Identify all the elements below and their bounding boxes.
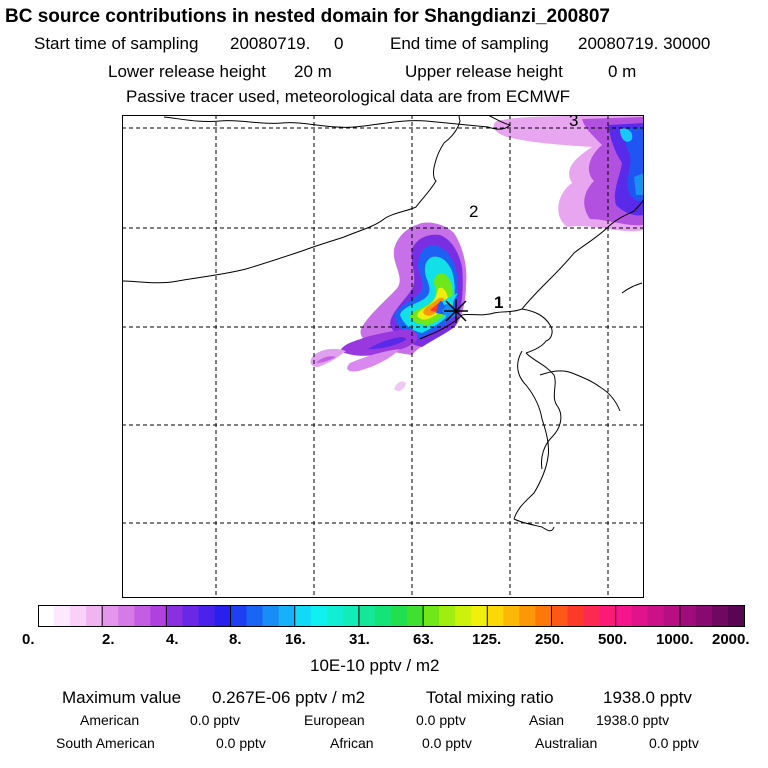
colorbar-cell [246,605,264,627]
colorbar-cell [471,605,488,627]
total-mixing-label: Total mixing ratio [426,688,554,707]
colorbar-cell [54,605,71,627]
colorbar-cell [150,605,167,627]
colorbar-cell [551,605,569,627]
colorbar-cell [198,605,216,627]
region-value-australian: 0.0 pptv [649,735,699,751]
colorbar-cell [407,605,424,627]
colorbar-cell [214,605,232,627]
map-panel: 1 2 3 [122,115,644,598]
upper-height-value: 0 m [608,62,637,81]
colorbar-cell [647,605,665,627]
colorbar-dividers [101,605,681,627]
colorbar-cell [663,605,681,627]
region-label-3: 3 [569,115,578,130]
colorbar-tick-2: 4. [166,631,179,648]
colorbar-cell [374,605,392,627]
total-mixing-value: 1938.0 pptv [603,688,692,707]
colorbar-cell [679,605,697,627]
colorbar-cell [182,605,200,627]
region-name-african: African [330,735,374,751]
start-time-label: Start time of sampling [34,34,199,53]
start-time-value: 20080719. 0 [230,34,344,53]
coastline-lines [122,115,644,532]
colorbar-cell [583,605,601,627]
colorbar-tick-8: 250. [535,631,565,648]
colorbar-cell [342,605,360,627]
colorbar-cell [310,605,328,627]
colorbar-tick-3: 8. [229,631,242,648]
colorbar-unit: 10E-10 pptv / m2 [310,656,440,675]
colorbar-tick-5: 31. [349,631,370,648]
colorbar-cell [391,605,408,627]
colorbar-cell [727,605,745,627]
colorbar-tick-11: 2000. [712,631,750,648]
region-value-american: 0.0 pptv [190,712,240,728]
colorbar-tick-0: 0. [22,631,35,648]
colorbar-tick-9: 500. [598,631,628,648]
region-value-african: 0.0 pptv [422,735,472,751]
colorbar-cell [631,605,649,627]
colorbar-cell [294,605,312,627]
colorbar-cell [230,605,248,627]
concentration-field [310,115,644,391]
colorbar-cell [695,605,713,627]
colorbar-cell [567,605,585,627]
colorbar-cell [262,605,280,627]
colorbar-cell [439,605,456,627]
colorbar-cell [615,605,633,627]
colorbar-cell [535,605,553,627]
region-name-asian: Asian [529,712,565,728]
max-value: 0.267E-06 pptv / m2 [212,688,366,707]
colorbar-cell [102,605,119,627]
colorbar-cell [326,605,344,627]
lower-height-value: 20 m [294,62,332,81]
colorbar-cells [38,605,745,627]
end-time-value: 20080719. 30000 [578,34,711,53]
end-time-label: End time of sampling [390,34,549,53]
colorbar-cell [86,605,103,627]
tracer-note: Passive tracer used, meteorological data… [126,87,571,106]
colorbar-cell [711,605,729,627]
region-label-1: 1 [494,293,503,312]
colorbar-cell [455,605,472,627]
colorbar-tick-10: 1000. [656,631,694,648]
chart-title: BC source contributions in nested domain… [5,6,610,27]
region-name-south-american: South American [56,735,155,751]
region-name-american: American [80,712,140,728]
colorbar-cell [599,605,617,627]
region-value-south-american: 0.0 pptv [216,735,266,751]
grid-lines [122,115,644,598]
colorbar-cell [38,605,55,627]
region-value-asian: 1938.0 pptv [596,712,670,728]
colorbar-tick-4: 16. [285,631,306,648]
colorbar-cell [166,605,184,627]
max-value-label: Maximum value [62,688,182,707]
colorbar-cell [118,605,135,627]
region-label-2: 2 [469,202,478,221]
colorbar-tick-7: 125. [472,631,502,648]
lower-height-label: Lower release height [108,62,266,81]
upper-height-label: Upper release height [405,62,563,81]
colorbar-cell [278,605,296,627]
colorbar-cell [70,605,87,627]
colorbar-cell [134,605,151,627]
colorbar-cell [423,605,440,627]
colorbar-cell [358,605,376,627]
region-name-australian: Australian [535,735,598,751]
region-value-european: 0.0 pptv [416,712,466,728]
colorbar-cell [487,605,504,627]
colorbar-tick-1: 2. [102,631,115,648]
colorbar-frame [38,605,745,627]
colorbar-cell [503,605,520,627]
station-marker-icon [444,299,468,323]
region-name-european: European [304,712,365,728]
colorbar-cell [519,605,537,627]
colorbar-tick-6: 63. [413,631,434,648]
